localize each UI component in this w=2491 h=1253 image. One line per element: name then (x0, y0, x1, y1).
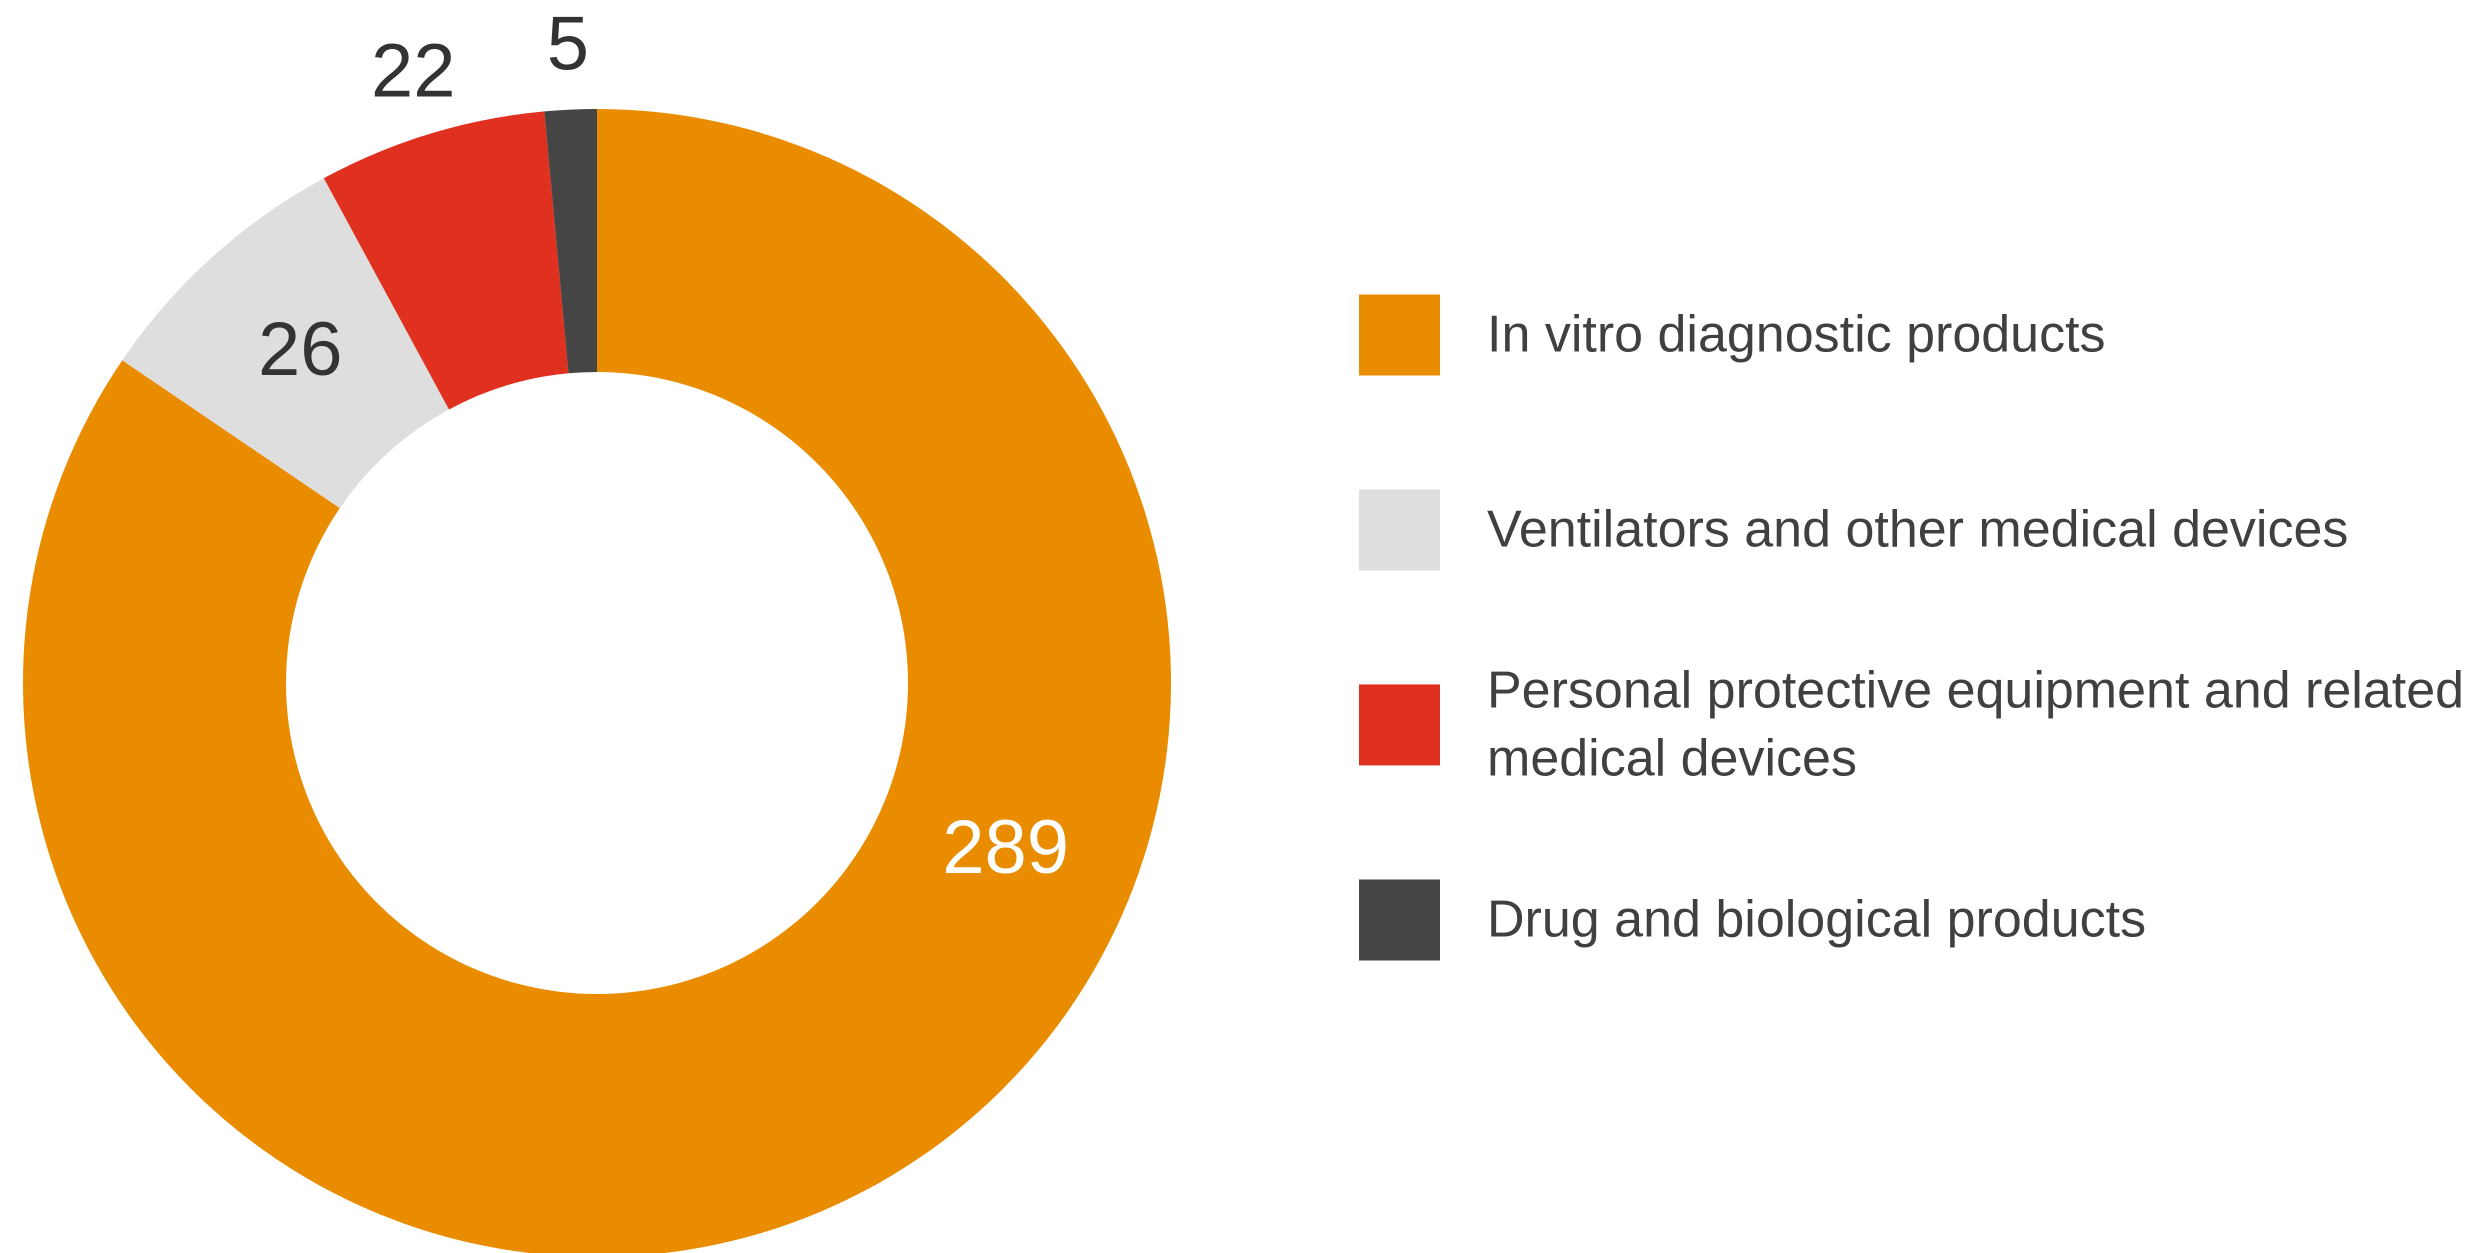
legend-swatch (1359, 879, 1440, 961)
donut-slice (23, 109, 1171, 1253)
legend-item: Drug and biological products (1359, 879, 2487, 961)
legend-label: Drug and biological products (1487, 890, 2147, 949)
legend-swatch (1359, 489, 1440, 571)
legend-label: In vitro diagnostic products (1487, 305, 2106, 364)
chart: 289 26 22 5 (23, 2, 1171, 1253)
legend-item: Ventilators and other medical devices (1359, 489, 2487, 571)
legend-item: Personal protective equipment and relate… (1359, 657, 2487, 792)
donut-slice (323, 111, 569, 410)
value-label: 5 (547, 2, 589, 87)
legend-label: Personal protective equipment and relate… (1487, 661, 2465, 787)
donut-slice (544, 109, 597, 374)
legend-item: In vitro diagnostic products (1359, 294, 2487, 376)
value-label: 26 (258, 307, 343, 392)
legend-swatch (1359, 684, 1440, 766)
value-label: 22 (371, 28, 456, 113)
value-label: 289 (942, 805, 1069, 890)
donut-slice (122, 178, 449, 509)
legend-label: Ventilators and other medical devices (1487, 500, 2349, 559)
legend-swatch (1359, 294, 1440, 376)
